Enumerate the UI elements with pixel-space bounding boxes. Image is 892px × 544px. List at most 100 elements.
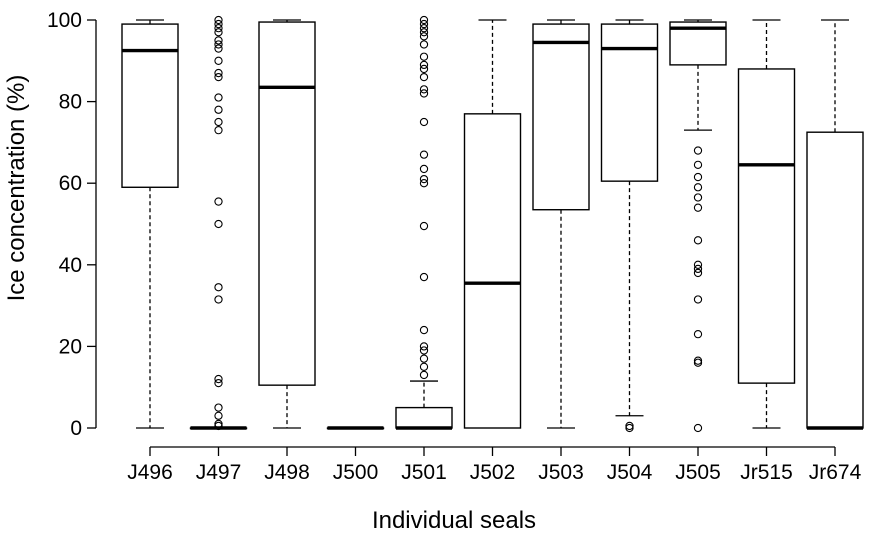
outlier-point xyxy=(214,24,223,33)
outlier-point xyxy=(419,174,429,184)
outlier-point xyxy=(693,295,703,304)
y-tick-label: 80 xyxy=(59,91,82,114)
y-tick-label: 100 xyxy=(47,9,82,32)
outlier-point xyxy=(214,44,223,53)
outlier-point xyxy=(693,183,703,192)
outlier-point xyxy=(214,19,223,29)
box-group-jr674 xyxy=(806,19,864,430)
box-group-j497 xyxy=(189,15,248,431)
outlier-point xyxy=(693,160,703,169)
box-group-j500 xyxy=(326,426,385,430)
x-tick-label: J501 xyxy=(401,461,447,484)
x-axis: J496 J497 J498 J500 J501 J502 J503 J504 J505 Jr51… xyxy=(127,446,862,484)
outlier-point xyxy=(419,325,429,335)
box-iqr xyxy=(463,113,522,429)
outlier-point xyxy=(214,283,223,292)
outlier-point xyxy=(625,423,634,433)
x-tick-label: J497 xyxy=(196,461,242,484)
x-tick-label: J504 xyxy=(607,461,653,484)
outlier-point xyxy=(214,105,223,114)
x-tick-label: J505 xyxy=(675,461,721,484)
outlier-point xyxy=(214,40,223,49)
outlier-point xyxy=(419,362,429,371)
box-iqr xyxy=(395,406,453,429)
outlier-point xyxy=(419,370,429,380)
outlier-point xyxy=(419,354,429,363)
box-group-j496 xyxy=(121,19,179,429)
x-tick-label: J502 xyxy=(470,461,516,484)
outlier-point xyxy=(214,72,223,82)
x-tick-label: Jr515 xyxy=(740,461,793,484)
box-iqr xyxy=(806,131,864,429)
outlier-point xyxy=(419,60,429,70)
outlier-point xyxy=(214,197,223,206)
outlier-point xyxy=(693,358,703,367)
outlier-point xyxy=(693,146,703,155)
outlier-point xyxy=(214,411,223,420)
outlier-point xyxy=(419,85,429,94)
x-axis-title: Individual seals xyxy=(372,507,536,534)
outlier-point xyxy=(214,56,223,65)
outlier-point xyxy=(214,295,223,304)
outlier-point xyxy=(214,68,223,78)
outlier-point xyxy=(693,423,703,433)
outlier-point xyxy=(419,346,429,355)
outlier-point xyxy=(693,264,703,274)
box-group-j498 xyxy=(258,19,316,429)
outlier-point xyxy=(419,32,429,41)
box-group-j505 xyxy=(669,19,727,433)
y-axis: 0 20 40 60 80 100 xyxy=(47,9,97,440)
box-group-j504 xyxy=(600,19,659,433)
box-iqr xyxy=(121,23,179,188)
outlier-point xyxy=(419,24,429,33)
outlier-point xyxy=(214,219,223,229)
x-tick-label: J500 xyxy=(333,461,379,484)
outlier-point xyxy=(214,28,223,37)
y-tick-label: 20 xyxy=(59,335,82,358)
x-tick-label: J498 xyxy=(264,461,310,484)
outlier-point xyxy=(419,89,429,98)
x-tick-label: Jr674 xyxy=(809,461,862,484)
outlier-point xyxy=(419,15,429,25)
outlier-point xyxy=(419,342,429,351)
box-group-j502 xyxy=(463,19,522,429)
outlier-point xyxy=(214,15,223,25)
outlier-point xyxy=(419,272,429,282)
outlier-point xyxy=(419,179,429,188)
outlier-point xyxy=(214,117,223,127)
outlier-point xyxy=(214,36,223,45)
outlier-point xyxy=(419,221,429,231)
y-axis-title: Ice concentration (%) xyxy=(3,75,30,302)
box-group-jr515 xyxy=(737,19,796,429)
outlier-point xyxy=(214,421,223,431)
outlier-point xyxy=(214,374,223,384)
x-tick-label: J503 xyxy=(538,461,584,484)
outlier-point xyxy=(419,40,429,49)
outlier-point xyxy=(419,64,429,74)
outlier-point xyxy=(693,330,703,339)
outlier-point xyxy=(693,203,703,212)
y-tick-label: 40 xyxy=(59,254,82,277)
outlier-point xyxy=(419,150,429,159)
outlier-point xyxy=(214,93,223,102)
outlier-point xyxy=(419,19,429,29)
outlier-point xyxy=(419,28,429,37)
outlier-point xyxy=(419,72,429,82)
outlier-point xyxy=(693,193,703,202)
x-tick-label: J496 xyxy=(127,461,173,484)
outlier-point xyxy=(214,378,223,388)
box-group-j501 xyxy=(395,15,453,430)
outlier-point xyxy=(419,52,429,61)
outlier-point xyxy=(693,236,703,245)
box-iqr xyxy=(737,68,796,384)
box-iqr xyxy=(258,21,316,386)
y-tick-label: 0 xyxy=(70,417,82,440)
outlier-point xyxy=(419,117,429,127)
boxes-layer xyxy=(121,15,864,433)
outlier-point xyxy=(693,172,703,182)
outlier-point xyxy=(693,260,703,269)
outlier-point xyxy=(419,164,429,174)
outlier-point xyxy=(214,126,223,135)
